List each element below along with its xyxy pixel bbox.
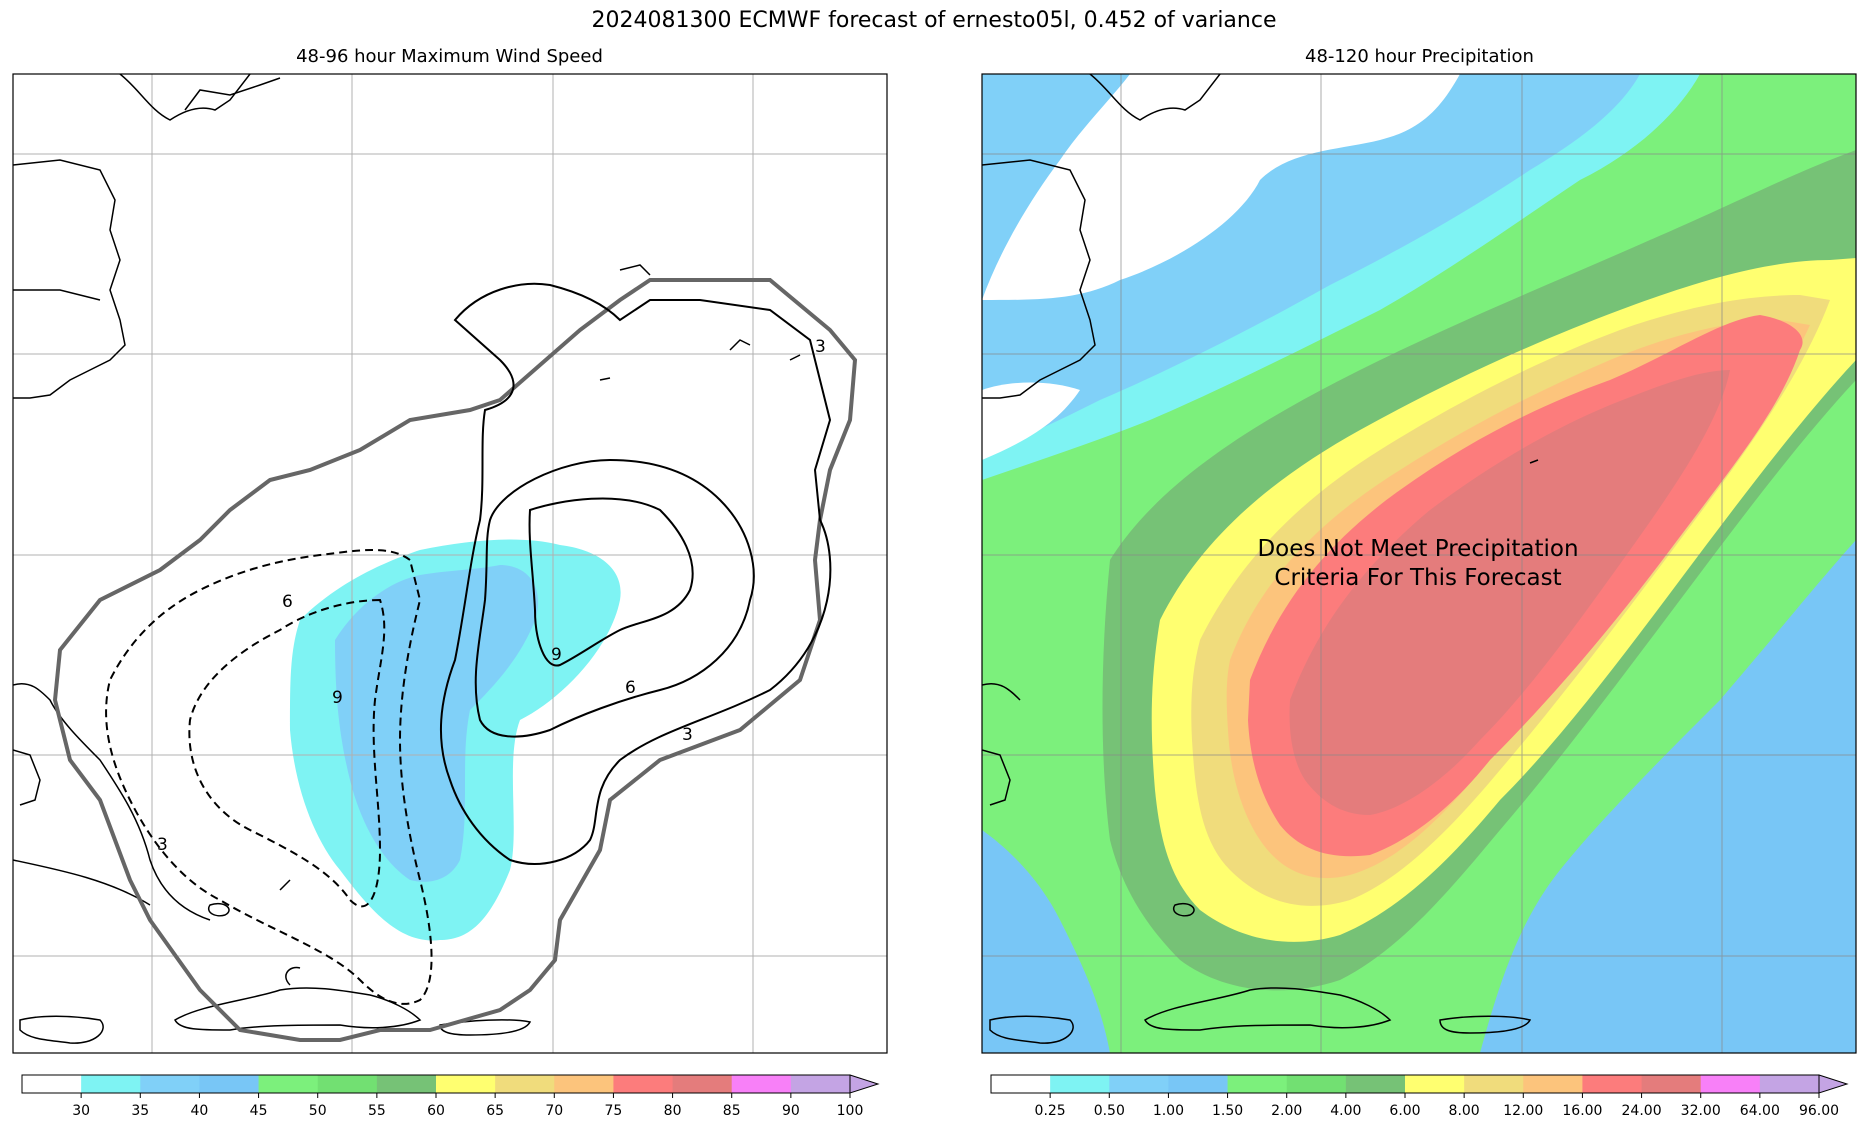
wind-colorbar-bin-1 bbox=[81, 1075, 141, 1093]
wind-contour-dashed-9 bbox=[188, 598, 386, 908]
precip-blue-southeast bbox=[1480, 540, 1856, 1053]
precip-colorbar-bin-4 bbox=[1227, 1075, 1288, 1093]
wind-colorbar-tick-label-6: 60 bbox=[427, 1103, 445, 1119]
wind-contour-9 bbox=[528, 497, 694, 667]
left-panel-title: 48-96 hour Maximum Wind Speed bbox=[296, 46, 603, 67]
left-map-panel: 6 9 3 9 6 3 3 bbox=[12, 73, 888, 1054]
left-small-islands bbox=[279, 264, 801, 891]
precip-colorbar-tick-label-3: 1.50 bbox=[1212, 1103, 1243, 1119]
right-panel-title: 48-120 hour Precipitation bbox=[1305, 46, 1534, 67]
contour-label-9-east: 9 bbox=[551, 645, 562, 665]
precip-colorbar-tick-label-2: 1.00 bbox=[1153, 1103, 1184, 1119]
wind-colorbar-tick-label-2: 40 bbox=[191, 1103, 209, 1119]
contour-label-3-south: 3 bbox=[682, 725, 693, 745]
wind-colorbar-tick-label-13: 100 bbox=[837, 1103, 864, 1119]
precip-colorbar-bin-13 bbox=[1759, 1075, 1820, 1093]
precip-colorbar-tick-label-10: 24.00 bbox=[1622, 1103, 1662, 1119]
precip-blue-southwest bbox=[982, 830, 1110, 1053]
wind-shading-35kt bbox=[335, 565, 539, 882]
wind-colorbar-bin-2 bbox=[140, 1075, 200, 1093]
right-gridlines bbox=[982, 74, 1856, 1053]
right-coastlines bbox=[982, 74, 1539, 1044]
wind-colorbar-bin-13 bbox=[790, 1075, 851, 1093]
wind-colorbar-bin-10 bbox=[613, 1075, 674, 1093]
precip-none-west bbox=[982, 382, 1080, 460]
precip-colorbar-bin-2 bbox=[1109, 1075, 1169, 1093]
left-colorbar: 30 35 40 45 50 55 60 65 70 75 80 85 90 100 bbox=[21, 1074, 880, 1119]
precip-colorbar-tick-label-12: 64.00 bbox=[1740, 1103, 1780, 1119]
contour-label-9-west: 9 bbox=[332, 688, 343, 708]
left-gridlines bbox=[13, 74, 887, 1053]
precip-colorbar-bin-5 bbox=[1286, 1075, 1347, 1093]
precip-colorbar-bin-0 bbox=[991, 1075, 1051, 1093]
precip-colorbar-tick-label-8: 12.00 bbox=[1503, 1103, 1543, 1119]
precip-criteria-notice: Does Not Meet Precipitation Criteria For… bbox=[1218, 535, 1618, 593]
wind-colorbar-bin-9 bbox=[554, 1075, 614, 1093]
wind-colorbar-bin-6 bbox=[376, 1075, 437, 1093]
left-coastlines bbox=[13, 74, 532, 1044]
wind-contour-6 bbox=[474, 458, 755, 738]
wind-colorbar-bin-5 bbox=[317, 1075, 378, 1093]
precip-colorbar-tick-label-4: 2.00 bbox=[1271, 1103, 1302, 1119]
wind-colorbar-bin-7 bbox=[436, 1075, 496, 1093]
left-map-frame bbox=[12, 73, 888, 1054]
precip-colorbar-tick-label-0: 0.25 bbox=[1035, 1103, 1066, 1119]
figure-title: 2024081300 ECMWF forecast of ernesto05l,… bbox=[591, 8, 1277, 33]
precip-darkred-core bbox=[1289, 370, 1730, 815]
precip-colorbar-tick-label-9: 16.00 bbox=[1562, 1103, 1602, 1119]
wind-contour-3-inner bbox=[439, 282, 832, 865]
precip-colorbar-tick-label-1: 0.50 bbox=[1094, 1103, 1125, 1119]
precip-none-north bbox=[982, 74, 1460, 300]
wind-colorbar-tick-label-9: 75 bbox=[605, 1103, 623, 1119]
wind-colorbar-tick-label-1: 35 bbox=[131, 1103, 149, 1119]
wind-colorbar-bin-8 bbox=[495, 1075, 555, 1093]
wind-colorbar-tick-label-0: 30 bbox=[72, 1103, 90, 1119]
wind-colorbar-tick-label-8: 70 bbox=[545, 1103, 563, 1119]
wind-colorbar-tick-label-11: 85 bbox=[723, 1103, 741, 1119]
right-colorbar: 0.25 0.50 1.00 1.50 2.00 4.00 6.00 8.00 12.00 16.… bbox=[990, 1074, 1849, 1119]
precip-colorbar-extend-arrow bbox=[1818, 1074, 1849, 1094]
wind-colorbar-bin-0 bbox=[22, 1075, 82, 1093]
wind-colorbar-bin-11 bbox=[672, 1075, 733, 1093]
contour-label-6-east: 6 bbox=[625, 678, 636, 698]
precip-criteria-notice-line2: Criteria For This Forecast bbox=[1274, 565, 1562, 591]
precip-colorbar-bin-10 bbox=[1582, 1075, 1643, 1093]
precip-colorbar-tick-label-6: 6.00 bbox=[1389, 1103, 1420, 1119]
wind-colorbar-tick-label-10: 80 bbox=[664, 1103, 682, 1119]
precip-colorbar-bin-12 bbox=[1700, 1075, 1761, 1093]
precip-colorbar-bin-11 bbox=[1641, 1075, 1702, 1093]
wind-colorbar-bin-12 bbox=[731, 1075, 792, 1093]
precip-colorbar-tick-label-7: 8.00 bbox=[1449, 1103, 1480, 1119]
wind-contour-dashed-6 bbox=[105, 549, 433, 1005]
wind-colorbar-tick-label-12: 90 bbox=[782, 1103, 800, 1119]
precip-colorbar-bin-6 bbox=[1345, 1075, 1406, 1093]
precip-colorbar-bin-3 bbox=[1168, 1075, 1229, 1093]
right-map-panel bbox=[981, 73, 1857, 1054]
precip-colorbar-tick-label-5: 4.00 bbox=[1330, 1103, 1361, 1119]
precip-colorbar-bin-7 bbox=[1405, 1075, 1465, 1093]
precip-colorbar-bin-1 bbox=[1050, 1075, 1110, 1093]
contour-label-3-northeast: 3 bbox=[815, 337, 826, 357]
contour-label-6-west: 6 bbox=[282, 592, 293, 612]
wind-colorbar-bin-3 bbox=[199, 1075, 260, 1093]
wind-colorbar-extend-arrow bbox=[849, 1074, 880, 1094]
precip-colorbar-bin-9 bbox=[1523, 1075, 1583, 1093]
wind-contour-3-outer bbox=[52, 278, 858, 1042]
wind-colorbar-tick-label-7: 65 bbox=[486, 1103, 504, 1119]
left-contour-labels: 6 9 3 9 6 3 3 bbox=[157, 337, 826, 855]
wind-colorbar-tick-label-5: 55 bbox=[368, 1103, 386, 1119]
wind-colorbar-bin-4 bbox=[258, 1075, 319, 1093]
wind-colorbar-tick-label-4: 50 bbox=[309, 1103, 327, 1119]
precip-colorbar-tick-label-13: 96.00 bbox=[1799, 1103, 1839, 1119]
wind-colorbar-tick-label-3: 45 bbox=[250, 1103, 268, 1119]
right-map-frame bbox=[981, 73, 1857, 1054]
contour-label-3-west: 3 bbox=[157, 835, 168, 855]
precip-colorbar-bin-8 bbox=[1464, 1075, 1524, 1093]
precip-colorbar-tick-label-11: 32.00 bbox=[1681, 1103, 1721, 1119]
precip-criteria-notice-line1: Does Not Meet Precipitation bbox=[1257, 536, 1579, 562]
